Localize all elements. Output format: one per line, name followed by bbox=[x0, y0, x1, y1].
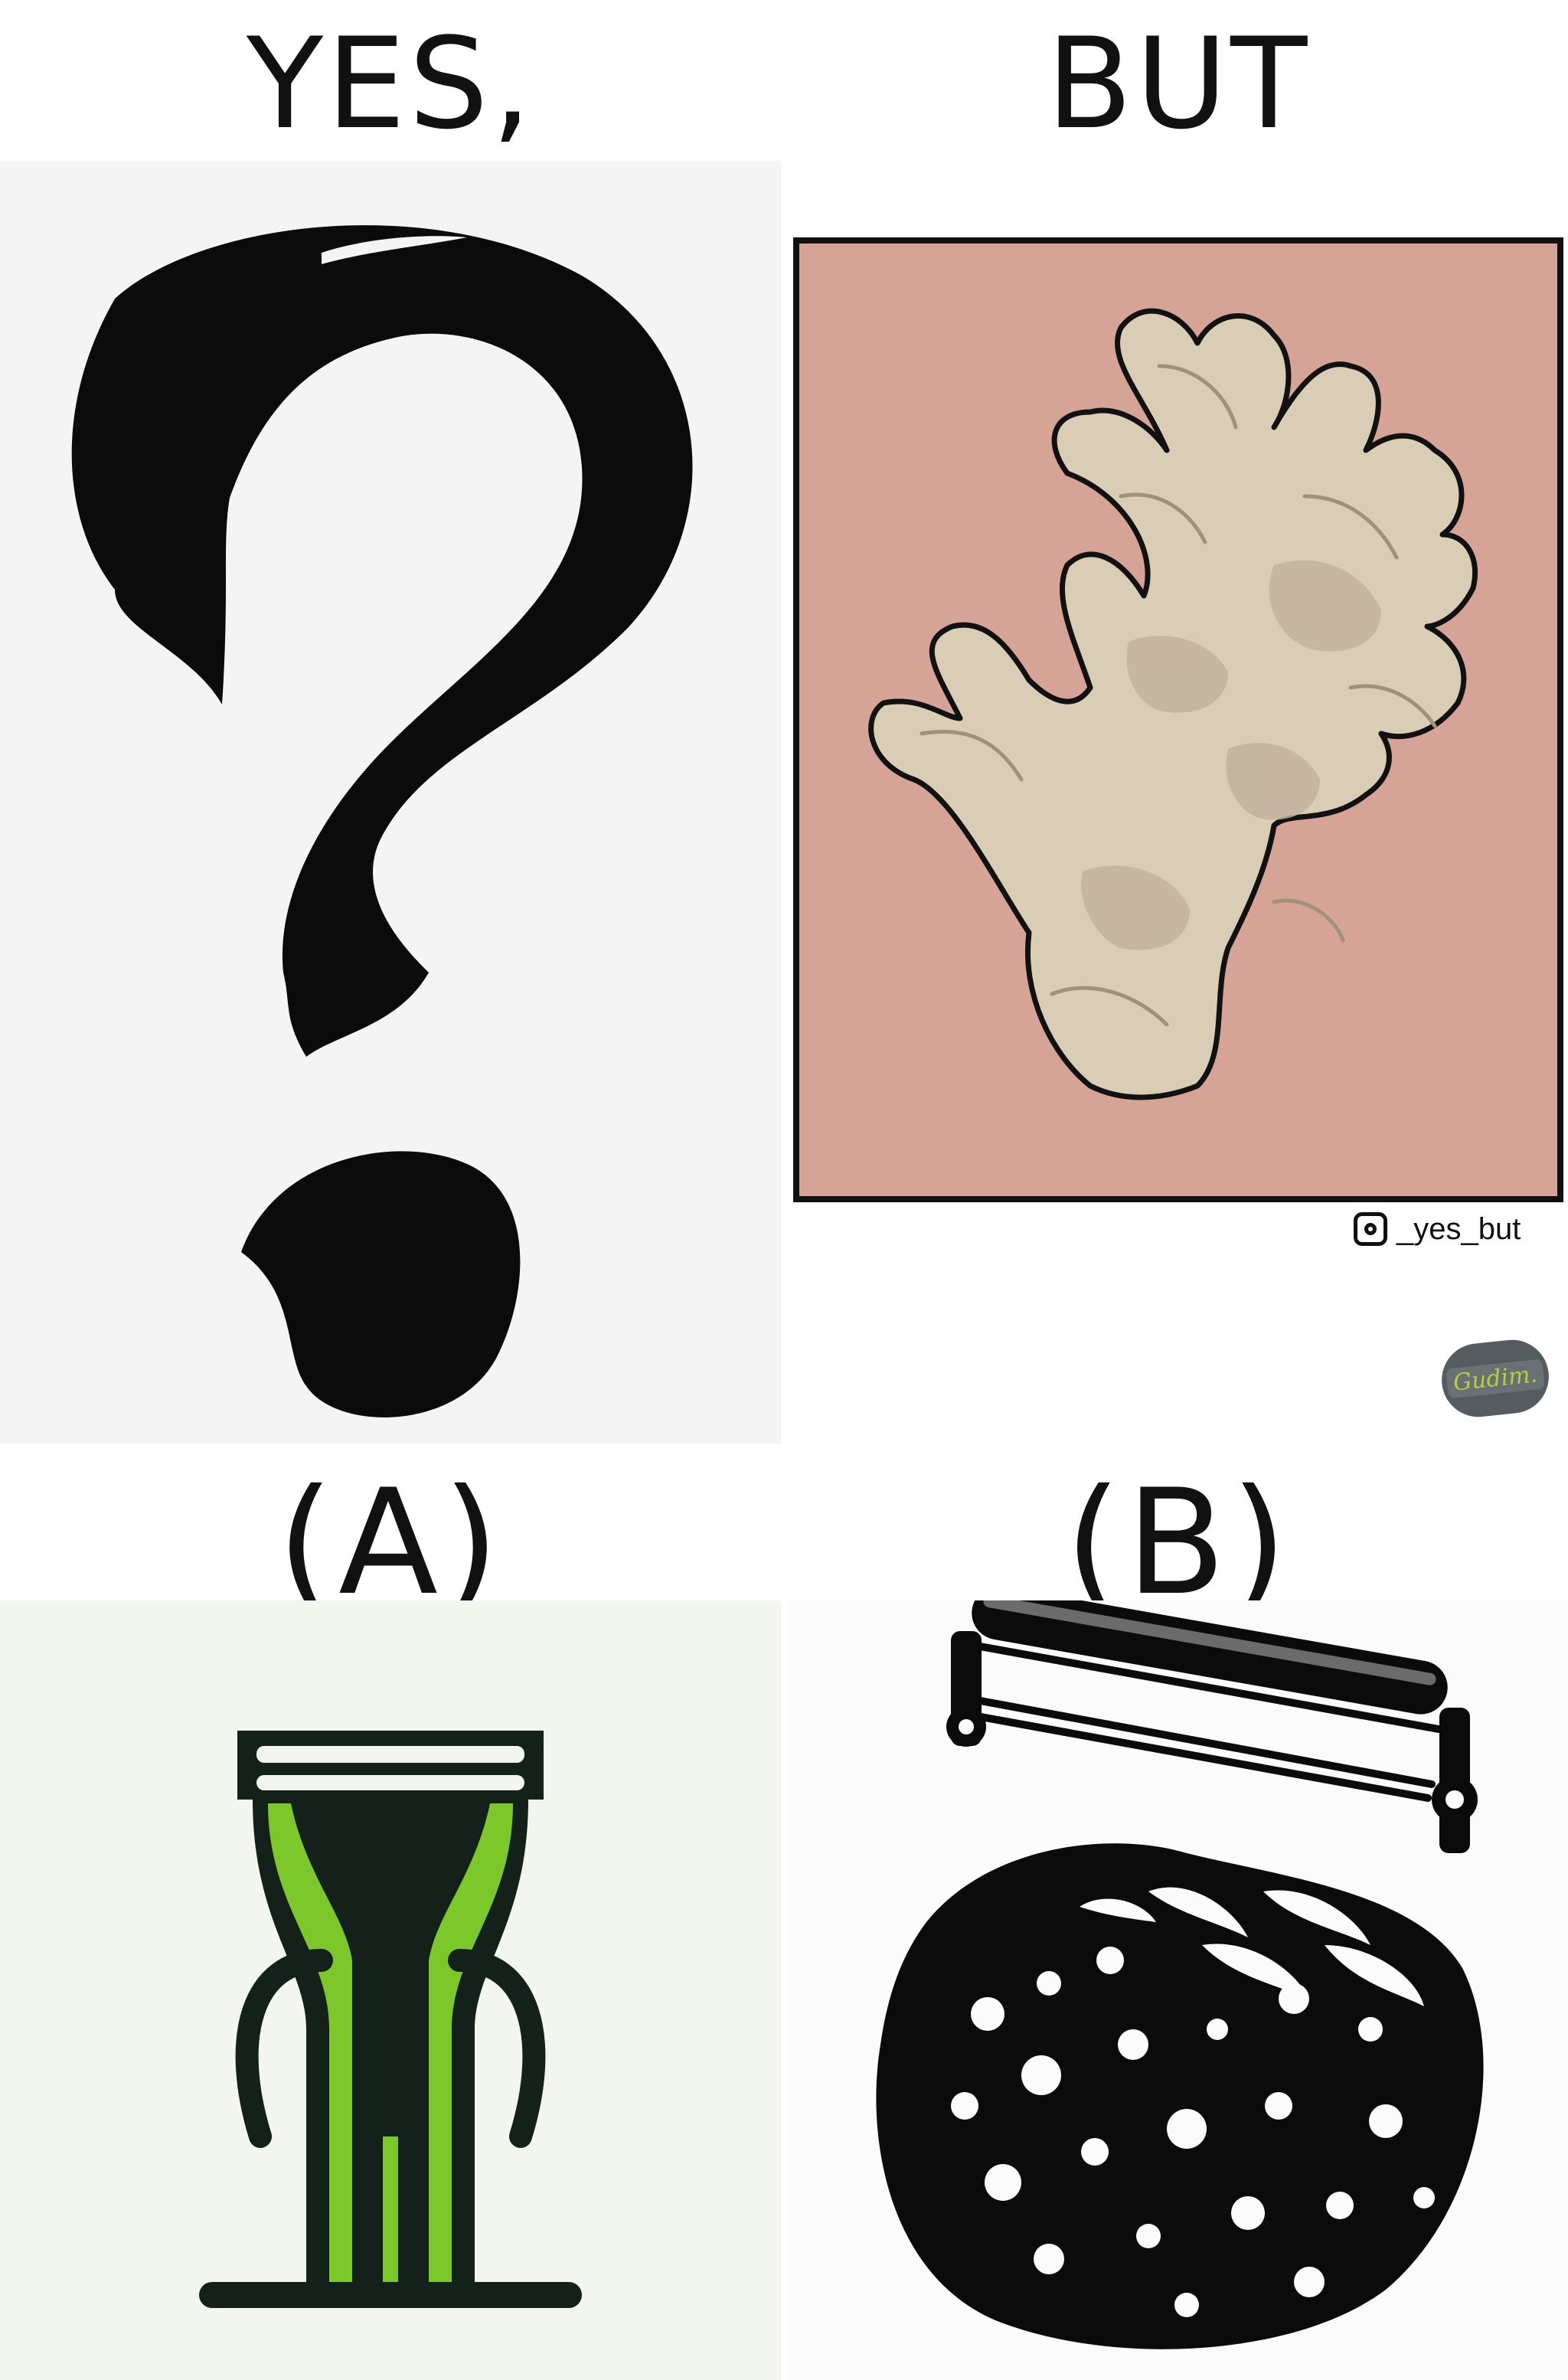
option-a-panel bbox=[0, 1600, 781, 2380]
gudim-signature: Gudim. bbox=[1438, 1335, 1553, 1421]
instagram-credit: _yes_but bbox=[1354, 1206, 1560, 1252]
option-b-panel bbox=[789, 1600, 1568, 2380]
question-mark-panel bbox=[0, 161, 781, 1443]
yes-heading: YES, bbox=[246, 11, 535, 157]
signature-text: Gudim. bbox=[1446, 1358, 1545, 1398]
option-b-label: (B) bbox=[1064, 1458, 1292, 1627]
instagram-icon bbox=[1354, 1212, 1387, 1246]
option-a-label: (A) bbox=[276, 1458, 505, 1627]
roller-grater-fruit-icon bbox=[876, 1600, 1484, 2349]
credit-handle: _yes_but bbox=[1396, 1211, 1521, 1246]
peeler-person-icon bbox=[199, 1731, 582, 2308]
but-heading: BUT bbox=[1046, 11, 1311, 157]
ginger-panel bbox=[793, 237, 1563, 1202]
ginger-root-illustration bbox=[868, 308, 1478, 1100]
question-mark-icon bbox=[71, 225, 693, 1417]
